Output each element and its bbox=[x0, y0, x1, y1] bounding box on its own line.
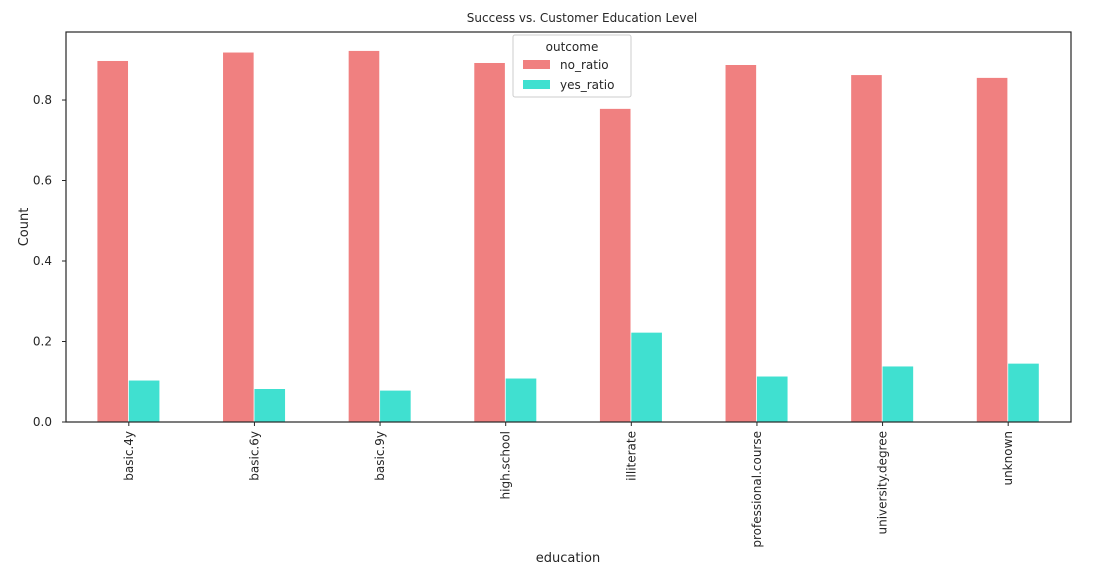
bar-yes-ratio-illiterate bbox=[631, 332, 662, 422]
y-tick-label: 0.0 bbox=[33, 415, 52, 429]
bar-yes-ratio-university-degree bbox=[882, 366, 914, 422]
y-tick-label: 0.4 bbox=[33, 254, 52, 268]
bar-no-ratio-basic-4y bbox=[97, 60, 129, 422]
y-axis-label: Count bbox=[17, 208, 32, 247]
chart-title: Success vs. Customer Education Level bbox=[467, 11, 697, 25]
legend: outcome no_ratio yes_ratio bbox=[512, 34, 632, 98]
legend-title: outcome bbox=[546, 40, 599, 54]
x-tick-label-basic-9y: basic.9y bbox=[373, 431, 387, 481]
bar-yes-ratio-basic-4y bbox=[128, 380, 160, 422]
y-axis-ticks: 0.0 0.2 0.4 0.6 0.8 bbox=[33, 93, 66, 429]
x-axis-ticks: basic.4y basic.6y basic.9y high.school illit… bbox=[122, 422, 1015, 548]
x-tick-label-high-school: high.school bbox=[499, 431, 513, 499]
bar-yes-ratio-unknown bbox=[1008, 363, 1039, 422]
legend-label-yes-ratio: yes_ratio bbox=[560, 78, 614, 92]
bar-no-ratio-professional-course bbox=[725, 65, 757, 422]
x-tick-label-illiterate: illiterate bbox=[624, 431, 638, 481]
x-tick-label-basic-6y: basic.6y bbox=[247, 431, 261, 481]
bars-layer bbox=[97, 50, 1039, 423]
legend-label-no-ratio: no_ratio bbox=[560, 58, 609, 72]
x-tick-label-unknown: unknown bbox=[1001, 431, 1015, 486]
bar-yes-ratio-basic-9y bbox=[380, 390, 411, 422]
bar-no-ratio-unknown bbox=[976, 77, 1008, 422]
bar-yes-ratio-basic-6y bbox=[254, 389, 286, 422]
x-tick-label-university-degree: university.degree bbox=[876, 431, 890, 535]
bar-no-ratio-illiterate bbox=[599, 108, 631, 423]
y-tick-label: 0.6 bbox=[33, 174, 52, 188]
legend-swatch-no-ratio bbox=[523, 60, 550, 69]
y-tick-label: 0.2 bbox=[33, 335, 52, 349]
x-tick-label-professional-course: professional.course bbox=[750, 431, 764, 548]
bar-no-ratio-high-school bbox=[474, 62, 505, 423]
bar-yes-ratio-professional-course bbox=[756, 376, 788, 422]
plot-frame bbox=[65, 31, 1072, 423]
x-axis-label: education bbox=[536, 551, 601, 566]
bar-no-ratio-university-degree bbox=[851, 75, 882, 422]
bar-yes-ratio-high-school bbox=[505, 378, 537, 422]
bar-no-ratio-basic-6y bbox=[223, 52, 254, 422]
y-tick-label: 0.8 bbox=[33, 93, 52, 107]
x-tick-label-basic-4y: basic.4y bbox=[122, 431, 136, 481]
legend-swatch-yes-ratio bbox=[523, 80, 550, 89]
bar-no-ratio-basic-9y bbox=[348, 50, 380, 423]
